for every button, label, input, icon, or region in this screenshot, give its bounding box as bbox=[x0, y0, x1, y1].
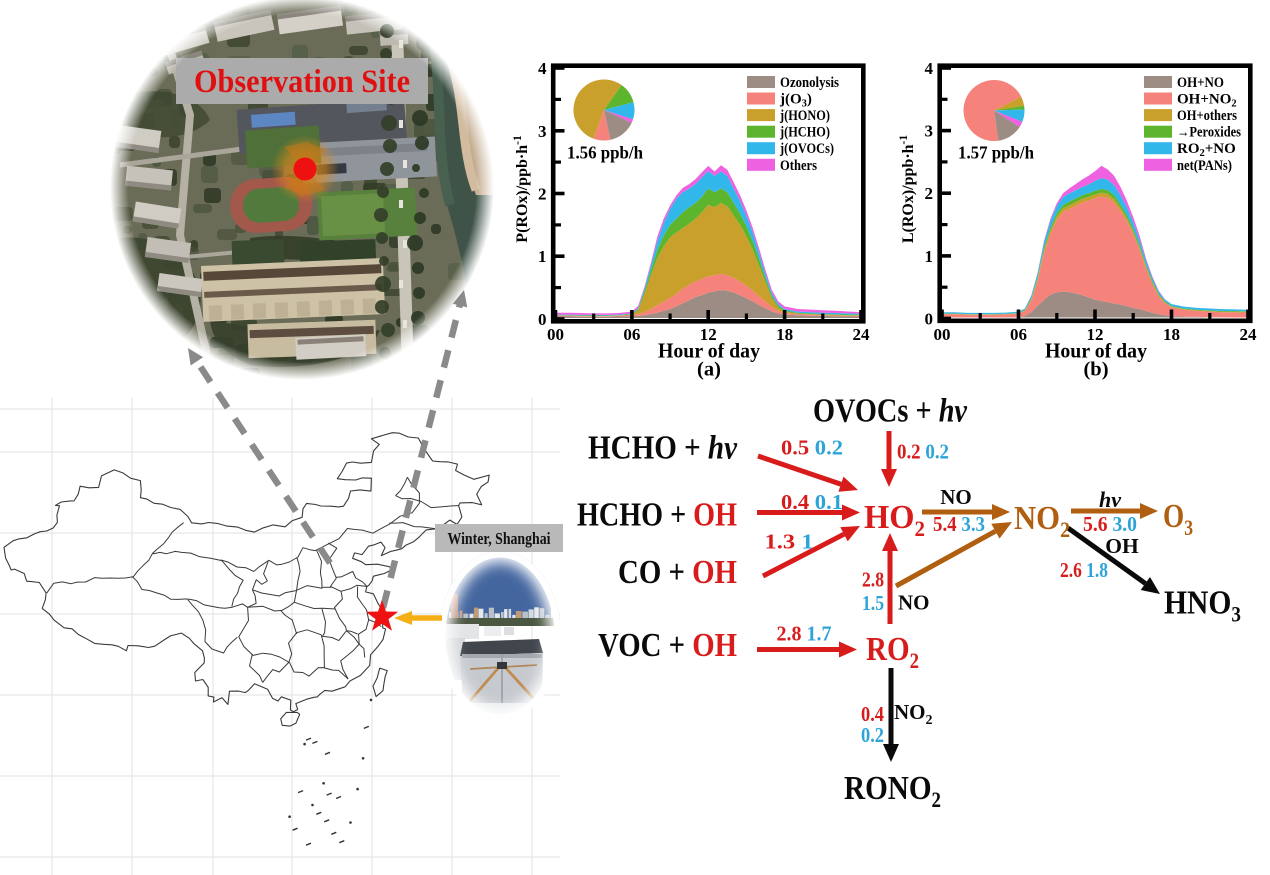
svg-text:2: 2 bbox=[538, 185, 547, 204]
svg-text:hv: hv bbox=[1099, 487, 1121, 512]
svg-text:1.3 1: 1.3 1 bbox=[765, 530, 814, 554]
svg-text:1: 1 bbox=[925, 247, 934, 266]
svg-text:NO: NO bbox=[898, 591, 930, 615]
svg-text:06: 06 bbox=[623, 325, 640, 344]
svg-text:j(HCHO): j(HCHO) bbox=[779, 125, 830, 141]
svg-text:net(PANs): net(PANs) bbox=[1177, 158, 1232, 174]
svg-text:RONO2: RONO2 bbox=[844, 770, 941, 812]
svg-text:(a): (a) bbox=[697, 359, 721, 381]
svg-text:2: 2 bbox=[925, 184, 934, 203]
svg-text:0.2 0.2: 0.2 0.2 bbox=[897, 440, 949, 464]
svg-text:00: 00 bbox=[547, 325, 564, 344]
svg-text:4: 4 bbox=[538, 59, 547, 78]
svg-text:06: 06 bbox=[1010, 325, 1027, 344]
svg-text:12: 12 bbox=[700, 325, 717, 344]
svg-text:OH+NO: OH+NO bbox=[1177, 75, 1224, 91]
svg-text:VOC + OH: VOC + OH bbox=[598, 627, 737, 664]
svg-text:1.57 ppb/h: 1.57 ppb/h bbox=[958, 143, 1034, 163]
svg-text:Winter, Shanghai: Winter, Shanghai bbox=[448, 529, 551, 548]
svg-text:0.5 0.2: 0.5 0.2 bbox=[781, 436, 843, 460]
svg-text:OH: OH bbox=[1105, 534, 1139, 558]
svg-text:OH+NO2: OH+NO2 bbox=[1177, 92, 1237, 110]
svg-text:2.6 1.8: 2.6 1.8 bbox=[1060, 558, 1108, 582]
svg-text:1.5: 1.5 bbox=[862, 591, 884, 615]
svg-text:0.4 0.1: 0.4 0.1 bbox=[781, 490, 843, 514]
svg-text:12: 12 bbox=[1087, 325, 1104, 344]
svg-text:HNO3: HNO3 bbox=[1164, 585, 1241, 627]
svg-text:Ozonolysis: Ozonolysis bbox=[780, 75, 839, 91]
svg-text:0.2: 0.2 bbox=[861, 723, 884, 747]
svg-text:24: 24 bbox=[1240, 325, 1258, 344]
svg-text:0.4: 0.4 bbox=[861, 702, 884, 726]
svg-text:CO + OH: CO + OH bbox=[618, 554, 737, 591]
svg-text:HCHO + OH: HCHO + OH bbox=[577, 497, 737, 534]
svg-text:→Peroxides: →Peroxides bbox=[1177, 125, 1241, 141]
svg-text:0: 0 bbox=[538, 310, 547, 329]
svg-text:j(O3): j(O3) bbox=[779, 92, 812, 110]
svg-text:OH+others: OH+others bbox=[1177, 108, 1237, 124]
svg-text:4: 4 bbox=[925, 59, 934, 78]
svg-text:j(OVOCs): j(OVOCs) bbox=[779, 141, 834, 157]
svg-text:Hour of day: Hour of day bbox=[1045, 339, 1147, 363]
svg-text:Others: Others bbox=[780, 158, 817, 174]
svg-text:1.56 ppb/h: 1.56 ppb/h bbox=[567, 143, 643, 163]
svg-text:(b): (b) bbox=[1083, 359, 1108, 381]
svg-text:2.8 1.7: 2.8 1.7 bbox=[777, 622, 832, 646]
svg-text:L(ROx)/ppb·h-1: L(ROx)/ppb·h-1 bbox=[898, 135, 917, 244]
svg-text:3: 3 bbox=[538, 122, 547, 141]
svg-text:OVOCs + hv: OVOCs + hv bbox=[813, 393, 968, 430]
svg-text:0: 0 bbox=[925, 310, 934, 329]
svg-text:00: 00 bbox=[934, 325, 951, 344]
svg-text:NO: NO bbox=[940, 485, 972, 509]
svg-text:HCHO + hv: HCHO + hv bbox=[588, 430, 738, 467]
svg-text:Hour of day: Hour of day bbox=[658, 339, 760, 363]
svg-text:18: 18 bbox=[776, 325, 793, 344]
svg-text:3: 3 bbox=[925, 122, 934, 141]
svg-text:1: 1 bbox=[538, 247, 547, 266]
svg-text:RO2+NO: RO2+NO bbox=[1177, 141, 1236, 159]
svg-text:18: 18 bbox=[1163, 325, 1180, 344]
svg-text:P(ROx)/ppb·h-1: P(ROx)/ppb·h-1 bbox=[512, 135, 531, 243]
svg-text:2.8: 2.8 bbox=[862, 568, 884, 592]
svg-text:5.6 3.0: 5.6 3.0 bbox=[1083, 512, 1137, 536]
svg-text:5.4 3.3: 5.4 3.3 bbox=[933, 512, 985, 536]
svg-text:Observation Site: Observation Site bbox=[194, 64, 410, 100]
svg-text:24: 24 bbox=[853, 325, 871, 344]
svg-text:j(HONO): j(HONO) bbox=[779, 108, 830, 124]
